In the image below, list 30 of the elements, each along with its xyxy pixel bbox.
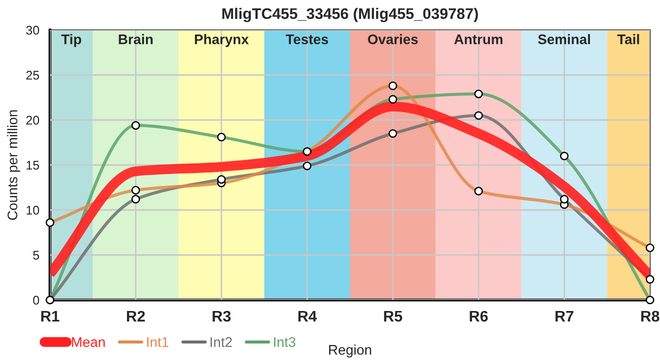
x-tick-label: R5: [384, 310, 402, 322]
x-tick-label: R7: [556, 310, 574, 322]
x-tick-label: R2: [126, 310, 145, 322]
y-tick-label: 0: [33, 296, 40, 305]
legend-label: Int3: [274, 337, 296, 347]
legend-label: Mean: [72, 337, 105, 347]
x-tick-label: R8: [641, 310, 660, 322]
chart-title: MligTC455_33456 (Mlig455_039787): [222, 8, 478, 22]
y-tick-label: 15: [26, 160, 40, 170]
legend-label: Int2: [210, 337, 232, 347]
y-tick-label: 30: [26, 26, 40, 35]
y-tick-label: 25: [26, 70, 40, 80]
x-tick-label: R4: [298, 310, 317, 322]
y-tick-label: 10: [26, 206, 40, 215]
x-tick-label: R6: [470, 310, 488, 322]
x-tick-label: R1: [41, 310, 60, 322]
band-label: Tail: [617, 34, 640, 44]
band-label: Antrum: [454, 34, 502, 44]
y-tick-label: 20: [26, 116, 40, 125]
band-label: Tip: [61, 34, 82, 47]
y-axis-title: Counts per million: [7, 110, 20, 220]
band-label: Brain: [118, 34, 153, 44]
band-label: Seminal: [538, 34, 590, 44]
band-label: Ovaries: [368, 34, 418, 44]
x-axis-title: Region: [329, 344, 372, 358]
y-tick-label: 5: [33, 250, 40, 260]
band-label: Pharynx: [194, 34, 249, 47]
x-tick-label: R3: [212, 310, 231, 322]
band-label: Testes: [286, 34, 328, 44]
legend-label: Int1: [147, 337, 168, 347]
